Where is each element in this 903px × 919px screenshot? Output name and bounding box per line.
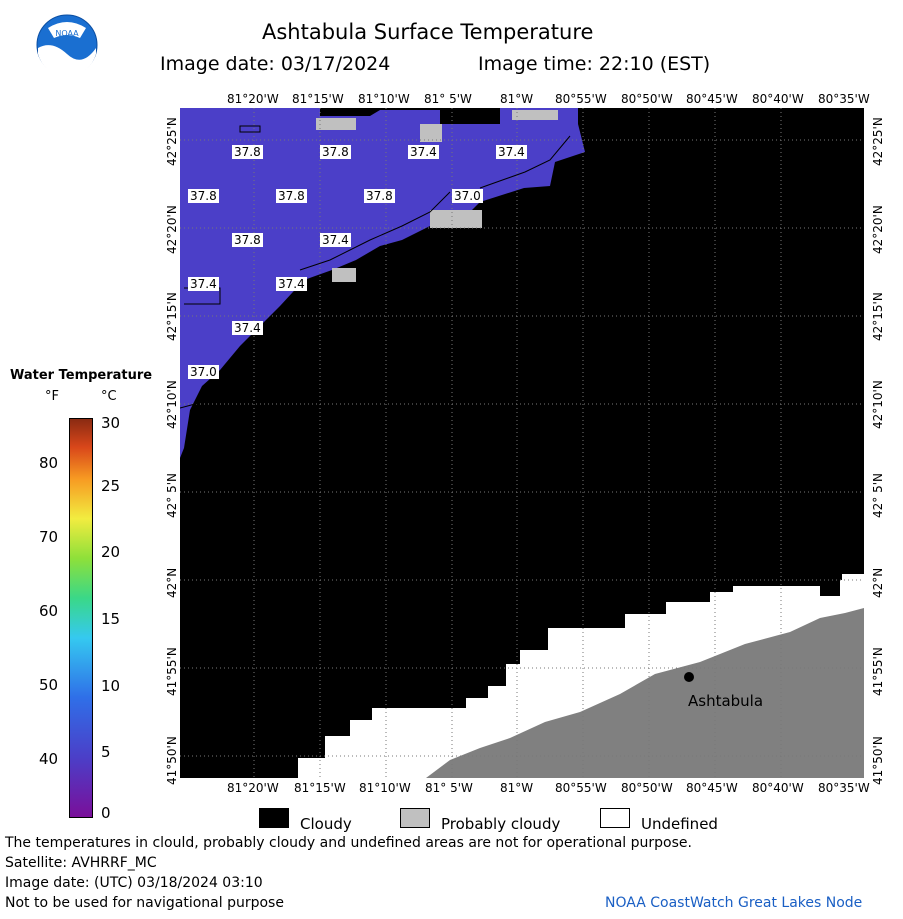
- footer-disclaimer: The temperatures in clould, probably clo…: [5, 835, 692, 851]
- legend-unit-c: °C: [101, 389, 117, 404]
- temperature-map: [179, 108, 864, 778]
- color-scale-bar: [69, 418, 93, 818]
- lat-tick-right: 42°N: [871, 567, 885, 598]
- lat-tick-left: 42°N: [165, 567, 179, 598]
- temp-label: 37.4: [496, 145, 527, 159]
- probably-cloudy-patch: [512, 110, 558, 120]
- f-scale-value: 70: [39, 528, 59, 546]
- legend-title: Water Temperature: [10, 368, 153, 383]
- footer-satellite: Satellite: AVHRRF_MC: [5, 855, 157, 871]
- page-title: Ashtabula Surface Temperature: [262, 20, 594, 44]
- f-scale-value: 40: [39, 750, 59, 768]
- noaa-logo: NOAA: [36, 14, 98, 77]
- lon-tick-top: 80°45'W: [686, 92, 738, 106]
- footer-credit: NOAA CoastWatch Great Lakes Node: [605, 895, 863, 911]
- city-marker: [684, 672, 694, 682]
- lon-tick-top: 80°40'W: [752, 92, 804, 106]
- c-scale-value: 20: [101, 543, 121, 561]
- key-probably-cloudy-label: Probably cloudy: [441, 815, 561, 833]
- probably-cloudy-patch: [332, 268, 356, 282]
- f-scale-value: 60: [39, 602, 59, 620]
- lat-tick-right: 42°10'N: [871, 380, 885, 429]
- lat-tick-left: 42°10'N: [165, 380, 179, 429]
- temp-label: 37.4: [320, 233, 351, 247]
- key-probably-cloudy-swatch: [400, 808, 430, 828]
- temp-label: 37.8: [188, 189, 219, 203]
- lon-tick-bottom: 80°55'W: [555, 781, 607, 795]
- noaa-logo-text: NOAA: [55, 29, 79, 38]
- lon-tick-bottom: 81°10'W: [359, 781, 411, 795]
- image-date: Image date: 03/17/2024: [160, 53, 391, 75]
- land-region: [426, 608, 864, 778]
- lon-tick-top: 81°15'W: [292, 92, 344, 106]
- lon-tick-bottom: 81°20'W: [227, 781, 279, 795]
- temp-label: 37.4: [276, 277, 307, 291]
- lat-tick-right: 41°55'N: [871, 647, 885, 696]
- key-cloudy-swatch: [259, 808, 289, 828]
- temp-label: 37.4: [232, 321, 263, 335]
- c-scale-value: 25: [101, 477, 121, 495]
- lon-tick-top: 81°20'W: [227, 92, 279, 106]
- footer-utc-date: Image date: (UTC) 03/18/2024 03:10: [5, 875, 263, 891]
- lat-tick-left: 42° 5'N: [165, 473, 179, 518]
- temp-label: 37.0: [452, 189, 483, 203]
- probably-cloudy-patch: [316, 118, 356, 130]
- lat-tick-left: 41°50'N: [165, 736, 179, 785]
- lon-tick-bottom: 80°45'W: [686, 781, 738, 795]
- lon-tick-top: 80°50'W: [621, 92, 673, 106]
- lon-tick-top: 80°35'W: [818, 92, 870, 106]
- c-scale-value: 0: [101, 804, 111, 822]
- c-scale-value: 10: [101, 677, 121, 695]
- lat-tick-right: 42°15'N: [871, 292, 885, 341]
- lon-tick-top: 81° 5'W: [424, 92, 472, 106]
- lat-tick-right: 42° 5'N: [871, 473, 885, 518]
- lat-tick-left: 42°25'N: [165, 117, 179, 166]
- lat-tick-left: 42°15'N: [165, 292, 179, 341]
- lat-tick-left: 41°55'N: [165, 647, 179, 696]
- temp-label: 37.4: [188, 277, 219, 291]
- key-undefined-swatch: [600, 808, 630, 828]
- probably-cloudy-patch: [430, 210, 482, 228]
- lon-tick-top: 80°55'W: [555, 92, 607, 106]
- temp-label: 37.8: [364, 189, 395, 203]
- f-scale-value: 50: [39, 676, 59, 694]
- image-time: Image time: 22:10 (EST): [478, 53, 711, 75]
- f-scale-value: 80: [39, 454, 59, 472]
- lat-tick-left: 42°20'N: [165, 205, 179, 254]
- footer-navigation-warning: Not to be used for navigational purpose: [5, 895, 284, 911]
- key-cloudy-label: Cloudy: [300, 815, 352, 833]
- cloud-area: [820, 578, 840, 596]
- lon-tick-bottom: 81°W: [500, 781, 534, 795]
- c-scale-value: 30: [101, 414, 121, 432]
- temp-label: 37.0: [188, 365, 219, 379]
- lon-tick-top: 81°10'W: [358, 92, 410, 106]
- lon-tick-top: 81°W: [500, 92, 534, 106]
- lat-tick-right: 42°25'N: [871, 117, 885, 166]
- city-label: Ashtabula: [688, 692, 764, 710]
- c-scale-value: 5: [101, 743, 111, 761]
- lat-tick-right: 41°50'N: [871, 736, 885, 785]
- legend-unit-f: °F: [45, 389, 59, 404]
- lat-tick-right: 42°20'N: [871, 205, 885, 254]
- temp-label: 37.8: [232, 233, 263, 247]
- cloud-area: [842, 560, 864, 570]
- lon-tick-bottom: 80°35'W: [818, 781, 870, 795]
- lon-tick-bottom: 81° 5'W: [425, 781, 473, 795]
- c-scale-value: 15: [101, 610, 121, 628]
- temp-label: 37.4: [408, 145, 439, 159]
- probably-cloudy-patch: [420, 124, 442, 142]
- lon-tick-bottom: 81°15'W: [294, 781, 346, 795]
- lon-tick-bottom: 80°40'W: [752, 781, 804, 795]
- key-undefined-label: Undefined: [641, 815, 718, 833]
- temp-label: 37.8: [320, 145, 351, 159]
- temp-label: 37.8: [276, 189, 307, 203]
- lon-tick-bottom: 80°50'W: [621, 781, 673, 795]
- temp-label: 37.8: [232, 145, 263, 159]
